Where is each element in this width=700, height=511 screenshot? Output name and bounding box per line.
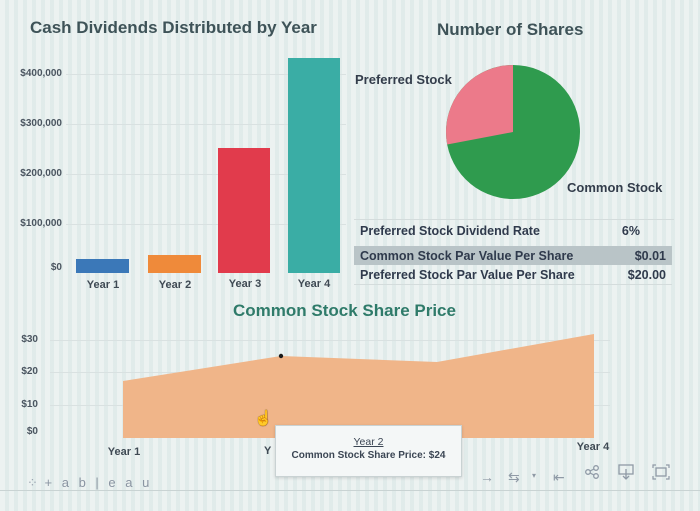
x-label-partial: Y xyxy=(264,445,272,457)
row-label: Preferred Stock Dividend Rate xyxy=(360,223,540,238)
reset-icon[interactable]: ⇤ xyxy=(553,469,565,485)
revert-icon[interactable]: ⇆ xyxy=(508,469,520,485)
tooltip-title: Year 2 xyxy=(353,436,384,448)
area-chart-title: Common Stock Share Price xyxy=(233,301,456,320)
pie-chart[interactable] xyxy=(445,63,581,201)
row-value: $0.01 xyxy=(634,248,666,263)
gridline xyxy=(66,74,346,75)
y-tick: $200,000 xyxy=(20,168,62,179)
x-label: Year 4 xyxy=(576,441,610,453)
y-tick: $20 xyxy=(21,366,38,377)
area-fill[interactable] xyxy=(123,334,594,438)
y-tick: $10 xyxy=(21,399,38,410)
bar-year-4[interactable] xyxy=(288,58,340,273)
hand-cursor-icon: ☝ xyxy=(254,410,273,427)
tooltip-text: Common Stock Share Price: $24 xyxy=(291,450,446,461)
redo-icon[interactable]: → xyxy=(480,469,494,485)
x-label: Year 4 xyxy=(297,278,331,290)
bar-year-1[interactable] xyxy=(76,259,129,273)
x-label: Year 1 xyxy=(86,279,120,291)
y-tick: $0 xyxy=(50,262,62,273)
footer-divider xyxy=(0,490,700,491)
fullscreen-icon[interactable] xyxy=(652,464,670,480)
bar-year-3[interactable] xyxy=(218,148,270,273)
tableau-logo[interactable]: ⁘ + a b | e a u xyxy=(27,475,153,490)
gridline xyxy=(66,224,346,225)
row-value: 6% xyxy=(621,223,640,238)
y-tick: $30 xyxy=(21,334,38,345)
y-tick: $300,000 xyxy=(20,118,62,129)
row-label: Preferred Stock Par Value Per Share xyxy=(360,267,575,282)
x-label: Year 1 xyxy=(107,446,141,458)
table-row: Common Stock Par Value Per Share $0.01 xyxy=(354,246,672,265)
bar-chart-title: Cash Dividends Distributed by Year xyxy=(30,18,317,37)
pie-label-common: Common Stock xyxy=(567,180,663,195)
x-label: Year 3 xyxy=(228,278,262,290)
y-tick: $0 xyxy=(26,426,38,437)
gridline xyxy=(50,340,610,341)
table-row: Preferred Stock Dividend Rate 6% xyxy=(354,219,674,241)
hover-point-year-2[interactable] xyxy=(278,353,284,359)
table-row: Preferred Stock Par Value Per Share $20.… xyxy=(354,265,672,285)
row-label: Common Stock Par Value Per Share xyxy=(360,248,574,263)
gridline xyxy=(66,124,346,125)
pie-chart-title: Number of Shares xyxy=(437,20,584,39)
x-label: Year 2 xyxy=(158,279,192,291)
pie-label-preferred: Preferred Stock xyxy=(355,72,452,87)
tableau-mark-icon: ⁘ xyxy=(27,475,38,490)
tooltip: Year 2 Common Stock Share Price: $24 xyxy=(275,425,462,477)
pie-slice-preferred[interactable] xyxy=(446,65,513,145)
share-icon[interactable] xyxy=(584,464,600,480)
y-tick: $100,000 xyxy=(20,218,62,229)
row-value: $20.00 xyxy=(627,267,666,282)
download-icon[interactable] xyxy=(617,463,635,481)
y-tick: $400,000 xyxy=(20,68,62,79)
gridline xyxy=(66,174,346,175)
dropdown-icon[interactable]: ▾ xyxy=(532,471,537,480)
bar-year-2[interactable] xyxy=(148,255,201,273)
